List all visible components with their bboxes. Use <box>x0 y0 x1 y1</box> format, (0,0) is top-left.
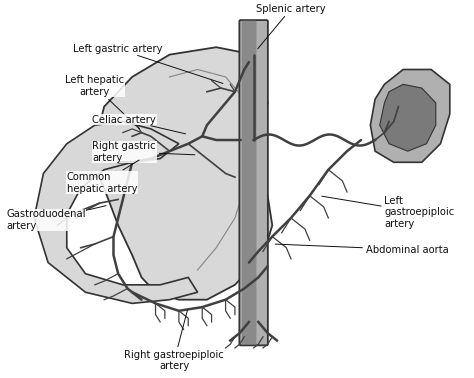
Polygon shape <box>370 70 450 162</box>
FancyBboxPatch shape <box>239 20 268 345</box>
Text: Left gastric artery: Left gastric artery <box>73 44 223 84</box>
Text: Left
gastroepiploic
artery: Left gastroepiploic artery <box>322 196 455 229</box>
Text: Abdominal aorta: Abdominal aorta <box>275 244 448 254</box>
Text: Splenic artery: Splenic artery <box>256 4 326 49</box>
Polygon shape <box>34 121 198 304</box>
Text: Right gastroepiploic
artery: Right gastroepiploic artery <box>124 310 224 372</box>
FancyBboxPatch shape <box>242 20 256 345</box>
Text: Gastroduodenal
artery: Gastroduodenal artery <box>6 206 106 231</box>
Text: Right gastric
artery: Right gastric artery <box>92 141 195 163</box>
Text: Left hepatic
artery: Left hepatic artery <box>65 75 139 129</box>
Polygon shape <box>95 47 272 300</box>
Text: Common
hepatic artery: Common hepatic artery <box>67 160 139 194</box>
Polygon shape <box>380 84 436 151</box>
Text: Celiac artery: Celiac artery <box>92 115 185 134</box>
